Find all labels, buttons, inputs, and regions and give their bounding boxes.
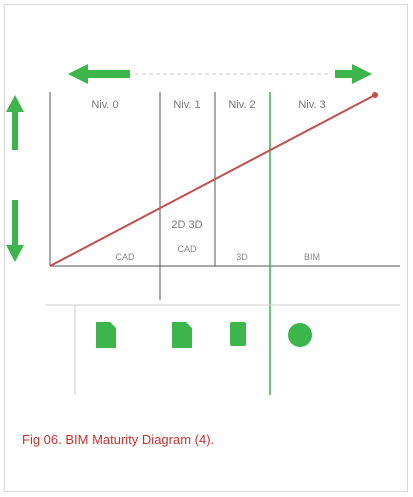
center-label: 2D 3D — [171, 219, 202, 231]
down-arrow — [6, 200, 24, 262]
files-icon — [172, 322, 192, 348]
tech-label: BIM — [304, 252, 320, 262]
tech-label: 3D — [236, 252, 248, 262]
tech-label: CAD — [115, 252, 135, 262]
book-icon — [230, 322, 246, 346]
level-label: Niv. 0 — [91, 99, 118, 111]
caption: Fig 06. BIM Maturity Diagram (4). — [22, 432, 215, 447]
left-arrow — [68, 64, 130, 84]
level-label: Niv. 3 — [298, 99, 325, 111]
tech-label: CAD — [177, 244, 197, 254]
maturity-end — [372, 92, 378, 98]
maturity-line — [49, 94, 376, 267]
right-arrow — [335, 64, 372, 84]
up-arrow — [6, 95, 24, 150]
file-icon — [96, 322, 116, 348]
network-icon — [288, 323, 312, 347]
level-label: Niv. 1 — [173, 99, 200, 111]
level-label: Niv. 2 — [228, 99, 255, 111]
frame — [4, 4, 408, 492]
